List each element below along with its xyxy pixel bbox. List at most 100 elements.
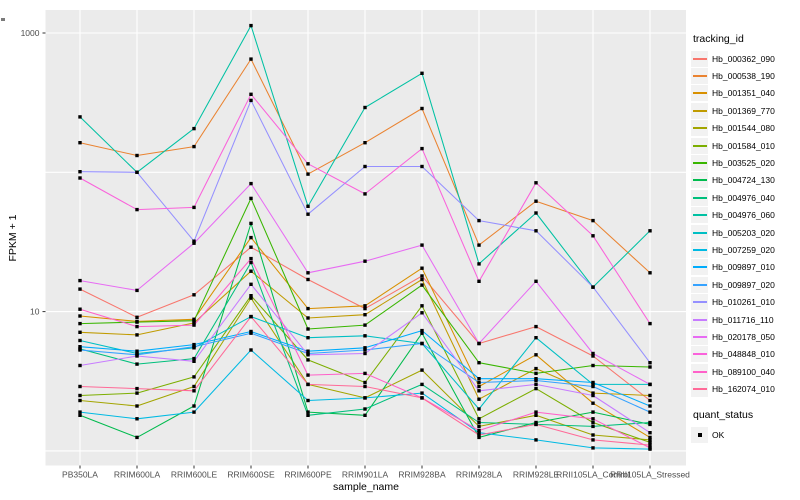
data-point-Hb_009897_020 bbox=[363, 348, 367, 352]
data-point-Hb_000362_090 bbox=[420, 274, 424, 278]
data-point-Hb_001584_010 bbox=[534, 386, 538, 391]
data-point-Hb_001584_010 bbox=[648, 440, 652, 445]
data-point-Hb_009897_010 bbox=[306, 349, 310, 353]
data-point-Hb_009897_010 bbox=[363, 346, 367, 350]
data-point-Hb_005203_020 bbox=[591, 382, 595, 387]
data-point-Hb_162074_010 bbox=[648, 443, 652, 447]
data-point-Hb_007259_020 bbox=[135, 417, 139, 421]
data-point-Hb_007259_020 bbox=[420, 391, 424, 395]
legend-item-Hb_089100_040: Hb_089100_040 bbox=[691, 363, 799, 380]
data-point-Hb_009897_010 bbox=[135, 349, 139, 353]
data-point-Hb_089100_040 bbox=[477, 428, 481, 433]
data-point-Hb_001584_010 bbox=[420, 304, 424, 308]
legend-line-icon bbox=[692, 179, 707, 182]
data-point-Hb_004976_060 bbox=[534, 211, 538, 215]
data-point-Hb_004724_130 bbox=[135, 435, 139, 440]
data-point-Hb_048848_010 bbox=[306, 162, 310, 166]
legend-item-Hb_007259_020: Hb_007259_020 bbox=[691, 241, 799, 258]
legend-title-tracking-id: tracking_id bbox=[693, 33, 744, 45]
data-point-Hb_020178_050 bbox=[477, 341, 481, 346]
legend-item-Hb_004976_040: Hb_004976_040 bbox=[691, 189, 799, 206]
data-point-Hb_007259_020 bbox=[477, 431, 481, 435]
data-point-Hb_000362_090 bbox=[363, 306, 367, 311]
legend-item-Hb_000538_190: Hb_000538_190 bbox=[691, 67, 799, 85]
data-point-Hb_003525_020 bbox=[192, 319, 196, 323]
legend-line-icon bbox=[692, 283, 707, 286]
data-point-Hb_020178_050 bbox=[78, 278, 82, 283]
legend: tracking_id Hb_000362_090 Hb_000538_190 Hb… bbox=[691, 33, 799, 443]
y-tick-label: 10 bbox=[30, 307, 40, 317]
legend-item-Hb_048848_010: Hb_048848_010 bbox=[691, 346, 799, 363]
data-point-Hb_007259_020 bbox=[192, 410, 196, 414]
data-point-Hb_001351_040 bbox=[477, 384, 481, 389]
x-tick-label: RRIM928BA bbox=[398, 470, 446, 480]
data-point-Hb_001544_080 bbox=[648, 438, 652, 442]
legend-key-swatch bbox=[691, 120, 708, 137]
data-point-Hb_001351_040 bbox=[306, 306, 310, 311]
data-point-Hb_001544_080 bbox=[78, 398, 82, 403]
data-point-Hb_010261_010 bbox=[648, 361, 652, 365]
legend-item-Hb_162074_010: Hb_162074_010 bbox=[691, 380, 799, 398]
x-axis-title: sample_name bbox=[333, 481, 399, 493]
data-point-Hb_020178_050 bbox=[363, 259, 367, 263]
legend-key-swatch bbox=[691, 311, 708, 328]
legend-item-label: Hb_000362_090 bbox=[712, 53, 775, 64]
data-point-Hb_004976_040 bbox=[363, 407, 367, 411]
legend-key-swatch bbox=[691, 363, 708, 380]
data-point-Hb_162074_010 bbox=[591, 438, 595, 442]
data-point-Hb_000538_190 bbox=[477, 243, 481, 247]
data-point-Hb_001351_040 bbox=[363, 304, 367, 308]
legend-line-icon bbox=[692, 109, 707, 112]
legend-items: Hb_000362_090 Hb_000538_190 Hb_001351_040 H… bbox=[691, 50, 799, 398]
data-point-Hb_004976_060 bbox=[648, 229, 652, 233]
data-point-Hb_007259_020 bbox=[78, 410, 82, 414]
data-point-Hb_007259_020 bbox=[363, 396, 367, 400]
data-point-Hb_010261_010 bbox=[363, 164, 367, 169]
data-point-Hb_009897_010 bbox=[420, 328, 424, 333]
data-point-Hb_048848_010 bbox=[192, 205, 196, 210]
x-tick-label: RRII105LA_Control bbox=[556, 470, 630, 480]
x-tick-label: RRIM600SE bbox=[227, 470, 275, 480]
data-point-Hb_011716_110 bbox=[135, 354, 139, 358]
data-point-Hb_010261_010 bbox=[306, 212, 310, 216]
data-point-Hb_001369_770 bbox=[648, 393, 652, 398]
x-tick-label: RRIM600LA bbox=[114, 470, 161, 480]
data-point-Hb_009897_010 bbox=[648, 404, 652, 408]
data-point-Hb_020178_050 bbox=[648, 382, 652, 387]
legend-key-swatch bbox=[691, 155, 708, 172]
legend-item-label: Hb_162074_010 bbox=[712, 384, 775, 395]
legend-line-icon bbox=[692, 144, 707, 147]
legend-item-label: Hb_020178_050 bbox=[712, 331, 775, 342]
data-point-Hb_162074_010 bbox=[249, 314, 253, 319]
data-point-Hb_004976_040 bbox=[306, 413, 310, 417]
data-point-Hb_001369_770 bbox=[534, 366, 538, 371]
data-point-Hb_004724_130 bbox=[306, 410, 310, 414]
data-point-Hb_005203_020 bbox=[78, 338, 82, 343]
data-point-Hb_020178_050 bbox=[534, 279, 538, 283]
data-point-Hb_009897_020 bbox=[477, 380, 481, 385]
data-point-Hb_000362_090 bbox=[534, 324, 538, 329]
data-point-Hb_162074_010 bbox=[420, 396, 424, 400]
legend-item-label: Hb_009897_010 bbox=[712, 262, 775, 273]
data-point-Hb_001369_770 bbox=[135, 333, 139, 337]
data-point-Hb_004724_130 bbox=[477, 435, 481, 440]
legend-line-icon bbox=[692, 335, 707, 338]
legend-item-Hb_000362_090: Hb_000362_090 bbox=[691, 50, 799, 67]
data-point-Hb_001544_080 bbox=[249, 296, 253, 300]
data-point-Hb_001584_010 bbox=[78, 393, 82, 398]
data-point-Hb_001544_080 bbox=[477, 424, 481, 429]
legend-title-quant-status: quant_status bbox=[693, 408, 754, 421]
data-point-Hb_011716_110 bbox=[477, 389, 481, 393]
legend-item-label: Hb_004976_060 bbox=[712, 210, 775, 221]
data-point-Hb_089100_040 bbox=[249, 256, 253, 261]
data-point-Hb_003525_020 bbox=[249, 196, 253, 201]
data-point-Hb_011716_110 bbox=[534, 382, 538, 387]
data-point-Hb_089100_040 bbox=[306, 373, 310, 377]
legend-item-Hb_009897_020: Hb_009897_020 bbox=[691, 276, 799, 293]
x-tick-label: RRIM600PE bbox=[284, 470, 332, 480]
legend-line-icon bbox=[692, 214, 707, 217]
data-point-Hb_000538_190 bbox=[648, 271, 652, 275]
legend-key-swatch bbox=[691, 294, 708, 311]
legend-item-label: Hb_001351_040 bbox=[712, 88, 775, 99]
